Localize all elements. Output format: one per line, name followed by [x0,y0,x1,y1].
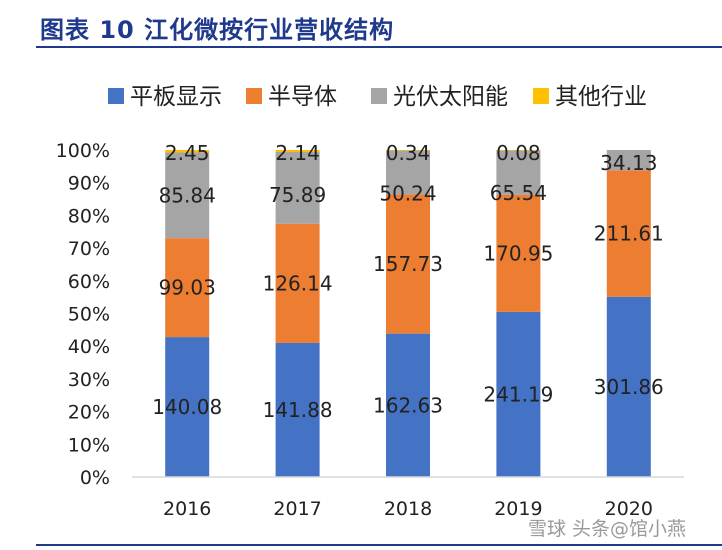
bar-segment-2019-1 [496,194,541,312]
bar-segment-2017-2 [275,152,320,224]
data-label-2016-3: 2.45 [165,141,210,165]
x-tick-label-2016: 2016 [163,498,211,520]
data-label-2020-1: 211.61 [594,222,664,246]
y-tick-label-8: 80% [68,205,110,227]
data-label-2020-0: 301.86 [594,375,664,399]
bar-segment-2017-1 [275,223,320,343]
legend-item-3: 其他行业 [533,84,647,110]
data-label-2017-3: 2.14 [275,141,320,165]
legend-label-1: 半导体 [268,84,337,110]
data-label-2018-3: 0.34 [386,141,431,165]
legend: 平板显示 半导体 光伏太阳能 其他行业 [108,84,647,110]
y-axis: 0% 10% 20% 30% 40% 50% 60% 70% 80% 90% 100% [56,140,110,489]
legend-swatch-0 [108,88,124,104]
y-tick-label-1: 10% [68,434,110,456]
data-label-2019-2: 65.54 [490,181,547,205]
bar-segment-2016-0 [165,337,210,477]
y-tick-label-0: 0% [80,467,110,489]
chart-title: 图表 10 江化微按行业营收结构 [40,16,395,44]
title-underline [36,46,722,48]
bar-segment-2020-0 [606,296,651,477]
y-tick-label-4: 40% [68,336,110,358]
y-tick-label-6: 60% [68,271,110,293]
data-label-2017-2: 75.89 [269,183,326,207]
legend-swatch-2 [371,88,387,104]
legend-label-0: 平板显示 [130,84,222,110]
bars [165,150,651,477]
data-label-2016-1: 99.03 [159,276,216,300]
bar-segment-2016-3 [165,150,210,153]
data-label-2020-2: 34.13 [600,151,657,175]
bar-segment-2020-1 [606,170,651,297]
legend-item-0: 平板显示 [108,84,222,110]
x-tick-label-2018: 2018 [384,498,432,520]
y-tick-label-9: 90% [68,173,110,195]
x-tick-label-2020: 2020 [605,498,653,520]
y-tick-label-10: 100% [56,140,110,162]
legend-swatch-3 [533,88,549,104]
y-tick-label-5: 50% [68,304,110,326]
x-tick-label-2019: 2019 [494,498,542,520]
bar-segment-2018-2 [386,150,430,195]
bar-segment-2019-3 [496,150,541,151]
data-label-2017-0: 141.88 [263,398,333,422]
bar-segment-2019-2 [496,150,541,195]
data-labels: 140.08 99.03 85.84 2.45 141.88 126.14 75.89 2.1… [152,141,664,422]
bottom-rule [36,544,722,546]
bar-segment-2019-0 [496,311,541,477]
data-label-2018-0: 162.63 [373,393,443,417]
title-bar: 图表 10 江化微按行业营收结构 [0,0,722,46]
bar-segment-2016-2 [165,152,210,239]
bar-segment-2018-0 [386,333,430,477]
bar-segment-2017-0 [275,342,320,477]
y-tick-label-3: 30% [68,369,110,391]
x-axis: 2016 2017 2018 2019 2020 [132,476,684,520]
bar-segment-2020-2 [606,150,651,171]
data-label-2019-0: 241.19 [483,382,553,406]
watermark-text: 雪球 头条@馆小燕 [528,518,687,540]
bar-segment-2018-1 [386,194,430,334]
legend-item-1: 半导体 [246,84,337,110]
y-tick-label-7: 70% [68,238,110,260]
legend-label-2: 光伏太阳能 [393,84,508,110]
data-label-2017-1: 126.14 [263,271,333,295]
data-label-2016-0: 140.08 [152,395,222,419]
data-label-2018-1: 157.73 [373,252,443,276]
data-label-2016-2: 85.84 [159,183,216,207]
bar-segment-2017-3 [275,150,320,153]
bar-segment-2018-3 [386,150,430,151]
data-label-2019-1: 170.95 [483,241,553,265]
data-label-2018-2: 50.24 [379,181,436,205]
legend-label-3: 其他行业 [555,84,647,110]
legend-swatch-1 [246,88,262,104]
data-label-2019-3: 0.08 [496,141,541,165]
y-tick-label-2: 20% [68,402,110,424]
legend-item-2: 光伏太阳能 [371,84,508,110]
x-tick-label-2017: 2017 [273,498,321,520]
bar-segment-2016-1 [165,238,210,338]
